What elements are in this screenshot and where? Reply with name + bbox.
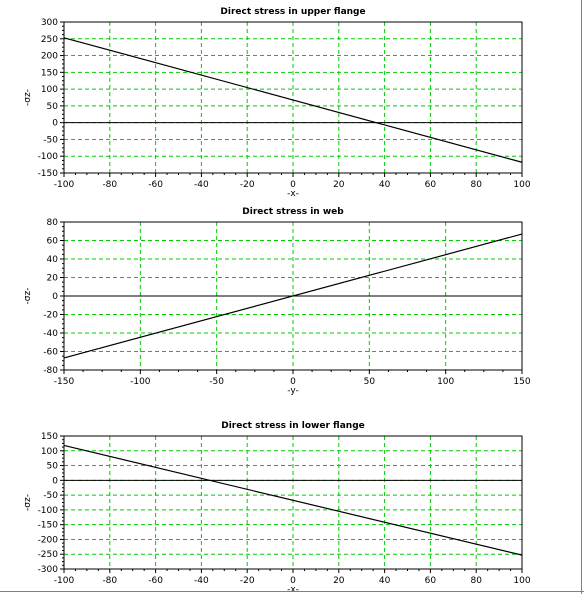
y-axis-label: -σz-: [23, 494, 33, 511]
x-tick-label: -60: [148, 576, 163, 586]
chart-panel-2: -150 -100 -50 0 50 100 150 -80 -60 -40 -20 0 20 40 60 8…: [23, 207, 531, 396]
x-tick-label: 50: [364, 377, 376, 387]
y-tick-label: 20: [47, 274, 59, 284]
y-axis-label: -σz-: [23, 288, 33, 305]
chart-title: Direct stress in upper flange: [220, 7, 365, 17]
chart-panel-1: -100 -80 -60 -40 -20 0 20 40 60 80 100-150-100-500…: [23, 7, 531, 199]
y-tick-label: 50: [47, 462, 59, 472]
y-tick-label: 0: [52, 476, 58, 486]
x-tick-label: 40: [379, 180, 391, 190]
y-tick-label: -250: [38, 550, 59, 560]
y-tick-label: -300: [38, 565, 59, 575]
y-tick-label: 100: [41, 85, 58, 95]
y-tick-label: 150: [41, 432, 58, 442]
y-tick-label: -200: [38, 535, 59, 545]
y-tick-label: 0: [52, 119, 58, 129]
x-tick-label: 100: [437, 377, 454, 387]
y-tick-label: 80: [47, 218, 59, 228]
y-tick-label: -100: [38, 506, 59, 516]
x-tick-label: -80: [102, 180, 117, 190]
x-tick-label: -100: [54, 576, 75, 586]
x-tick-label: -100: [54, 180, 75, 190]
y-tick-label: 60: [47, 237, 59, 247]
x-tick-label: 0: [290, 377, 296, 387]
x-tick-label: 20: [333, 576, 345, 586]
chart-title: Direct stress in web: [242, 207, 344, 217]
chart-panel-3: -100 -80 -60 -40 -20 0 20 40 60 80 100-300-250-200…: [23, 421, 531, 594]
y-tick-label: -60: [43, 348, 58, 358]
chart-title: Direct stress in lower flange: [221, 421, 365, 431]
y-axis-label: -σz-: [23, 89, 33, 106]
y-tick-label: 250: [41, 35, 58, 45]
x-tick-label: 80: [470, 576, 482, 586]
x-tick-label: 100: [513, 576, 530, 586]
y-tick-label: 40: [47, 255, 59, 265]
x-tick-label: 40: [379, 576, 391, 586]
y-tick-label: 0: [52, 292, 58, 302]
y-tick-label: 300: [41, 18, 58, 28]
x-tick-label: -40: [194, 180, 209, 190]
x-tick-label: 20: [333, 180, 345, 190]
figure-right-border: [581, 0, 582, 594]
x-tick-label: -20: [240, 180, 255, 190]
y-tick-label: -40: [43, 329, 58, 339]
x-tick-label: 100: [513, 180, 530, 190]
y-tick-label: -80: [43, 366, 58, 376]
x-axis-label: -y-: [287, 386, 299, 396]
x-tick-label: 60: [425, 576, 437, 586]
y-tick-label: 50: [47, 102, 59, 112]
y-tick-label: 100: [41, 447, 58, 457]
plot-area: [64, 22, 522, 173]
x-tick-label: -50: [209, 377, 224, 387]
figure-bottom-border: [0, 591, 584, 592]
x-axis-label: -x-: [287, 189, 299, 199]
y-tick-label: -150: [38, 521, 59, 531]
series-line: [63, 37, 523, 163]
y-tick-label: 200: [41, 52, 58, 62]
x-tick-label: -20: [240, 576, 255, 586]
y-tick-label: -150: [38, 169, 59, 179]
x-axis-label: -x-: [287, 585, 299, 594]
y-tick-label: -50: [43, 135, 58, 145]
x-tick-label: -80: [102, 576, 117, 586]
x-tick-label: -100: [130, 377, 151, 387]
series-line: [63, 444, 523, 556]
y-tick-label: -100: [38, 152, 59, 162]
x-tick-label: 0: [290, 180, 296, 190]
x-tick-label: 150: [513, 377, 530, 387]
y-tick-label: -20: [43, 311, 58, 321]
x-tick-label: -60: [148, 180, 163, 190]
x-tick-label: 0: [290, 576, 296, 586]
y-tick-label: 150: [41, 68, 58, 78]
x-tick-label: -40: [194, 576, 209, 586]
y-tick-label: -50: [43, 491, 58, 501]
series-line: [63, 233, 523, 359]
x-tick-label: -150: [54, 377, 75, 387]
x-tick-label: 80: [470, 180, 482, 190]
x-tick-label: 60: [425, 180, 437, 190]
